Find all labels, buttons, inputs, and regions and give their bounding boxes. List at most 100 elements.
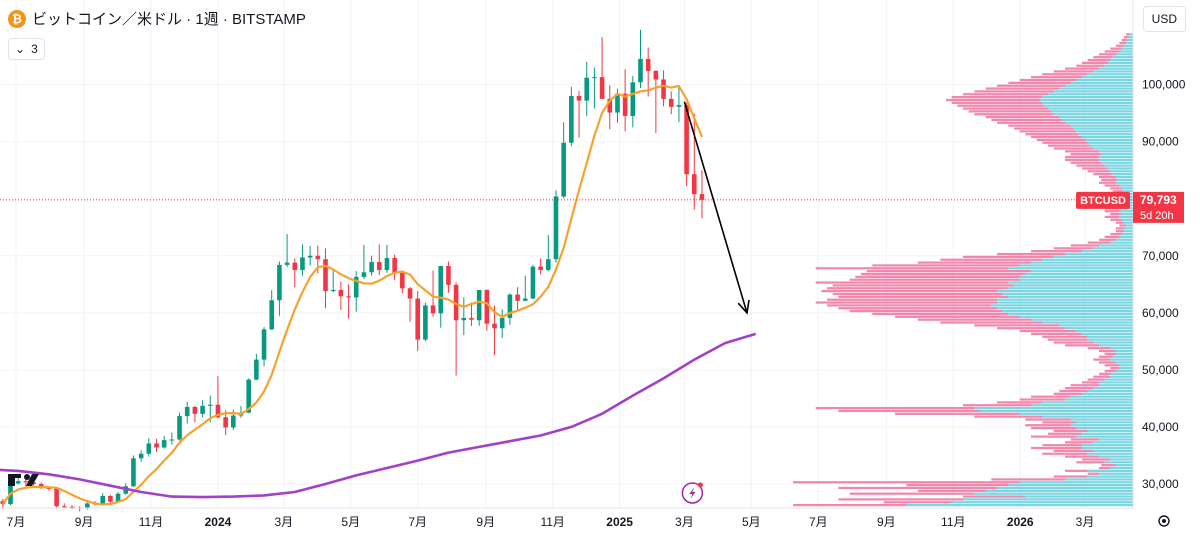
vp-bar-down	[991, 118, 1063, 122]
vp-bar-up	[951, 501, 1133, 504]
vp-bar-up	[1119, 215, 1133, 219]
candle-body	[161, 440, 167, 448]
candle-body	[108, 495, 113, 502]
y-tick-label: 50,000	[1142, 363, 1179, 377]
x-tick-label: 5月	[341, 515, 360, 529]
vp-bar-down	[861, 272, 1026, 276]
vp-bar-up	[1008, 295, 1133, 298]
vp-bar-up	[1087, 141, 1133, 144]
candle-body	[269, 300, 275, 330]
vp-bar-down	[838, 498, 963, 501]
candle-body	[146, 443, 152, 454]
vp-bar-down	[974, 113, 1054, 116]
candle-body	[69, 506, 75, 508]
vp-bar-down	[1099, 349, 1116, 353]
candle-body	[423, 305, 428, 340]
vp-bar-up	[1116, 53, 1133, 56]
candle-body	[561, 142, 566, 197]
vp-bar-up	[1014, 284, 1133, 287]
vp-bar-down	[1099, 181, 1116, 184]
candle-body	[384, 258, 390, 271]
vp-bar-down	[1123, 36, 1129, 39]
vp-bar-up	[1082, 76, 1133, 79]
x-tick-label: 2026	[1007, 515, 1034, 529]
vp-bar-down	[821, 289, 997, 293]
x-tick-label: 7月	[408, 515, 427, 529]
vp-bar-up	[1099, 150, 1133, 153]
candle-body	[446, 266, 451, 285]
vp-bar-up	[1093, 247, 1133, 250]
vp-bar-down	[963, 93, 1048, 96]
vp-bar-up	[997, 301, 1133, 304]
vp-bar-down	[1053, 147, 1094, 150]
vp-bar-down	[1053, 341, 1094, 344]
vp-bar-down	[1099, 175, 1116, 179]
vp-bar-down	[1104, 210, 1120, 213]
candle-body	[376, 262, 382, 271]
x-tick-label: 9月	[476, 515, 495, 529]
candle-body	[438, 266, 444, 314]
vp-bar-down	[1053, 449, 1094, 453]
vp-bar-down	[1110, 212, 1122, 216]
candle-body	[476, 289, 482, 321]
vp-bar-up	[974, 406, 1133, 410]
vp-bar-down	[815, 281, 1009, 284]
vp-bar-up	[1019, 275, 1133, 278]
vp-bar-down	[1121, 38, 1128, 42]
vp-bar-up	[1065, 327, 1133, 330]
moving-averages	[0, 84, 757, 506]
candle-body	[154, 443, 159, 448]
vp-bar-up	[1059, 324, 1133, 327]
indicators-toggle-button[interactable]: ⌄ 3	[8, 38, 45, 60]
symbol-tag	[1076, 191, 1130, 209]
vp-bar-down	[985, 115, 1060, 119]
ma-short-line	[1, 84, 704, 506]
vp-bar-down	[1025, 424, 1071, 427]
vp-bar-up	[1123, 227, 1133, 230]
chart-header: ₿ ビットコイン／米ドル · 1週 · BITSTAMP	[8, 8, 306, 29]
vp-bar-down	[940, 321, 1043, 324]
vp-bar-up	[1087, 475, 1133, 478]
candle-body	[254, 359, 259, 380]
vp-bar-down	[963, 404, 1031, 407]
vp-bar-down	[1065, 441, 1094, 444]
vp-bar-down	[1087, 241, 1111, 244]
candle-body	[407, 288, 413, 299]
vp-bar-up	[980, 409, 1133, 413]
vp-bar-down	[1116, 227, 1124, 230]
vp-bar-up	[1031, 404, 1133, 407]
vp-bar-up	[1087, 338, 1133, 341]
vp-bar-up	[1019, 278, 1133, 281]
candle-body	[653, 70, 659, 80]
currency-button[interactable]: USD	[1142, 6, 1186, 32]
vp-bar-up	[1110, 375, 1133, 378]
vp-bar-up	[1002, 309, 1133, 313]
vp-bar-up	[1070, 395, 1133, 398]
vp-bar-up	[1093, 441, 1133, 444]
vp-bar-down	[838, 486, 997, 490]
candle-body	[23, 481, 29, 483]
x-tick-label: 5月	[742, 515, 761, 529]
vp-bar-down	[1025, 418, 1071, 421]
vp-bar-down	[1126, 33, 1130, 36]
vp-bar-down	[1048, 338, 1088, 341]
candle-body	[499, 317, 505, 329]
vp-bar-down	[1053, 429, 1088, 433]
candle-body	[676, 105, 682, 107]
vp-bar-down	[866, 270, 1031, 273]
vp-bar-up	[1099, 158, 1133, 162]
vp-bar-down	[1065, 158, 1099, 162]
vp-bar-up	[1119, 50, 1133, 53]
price-tag	[1133, 191, 1184, 223]
vp-bar-down	[838, 409, 980, 413]
vp-bar-up	[1093, 449, 1133, 453]
vp-bar-up	[1116, 464, 1133, 467]
symbol-title[interactable]: ビットコイン／米ドル · 1週 · BITSTAMP	[32, 11, 306, 28]
vp-bar-down	[1093, 358, 1111, 361]
candle-body	[538, 266, 543, 271]
tv-logo-mark	[26, 474, 39, 486]
x-tick-label: 9月	[75, 515, 94, 529]
vp-bar-down	[1076, 64, 1105, 67]
vp-bar-up	[1019, 412, 1133, 415]
